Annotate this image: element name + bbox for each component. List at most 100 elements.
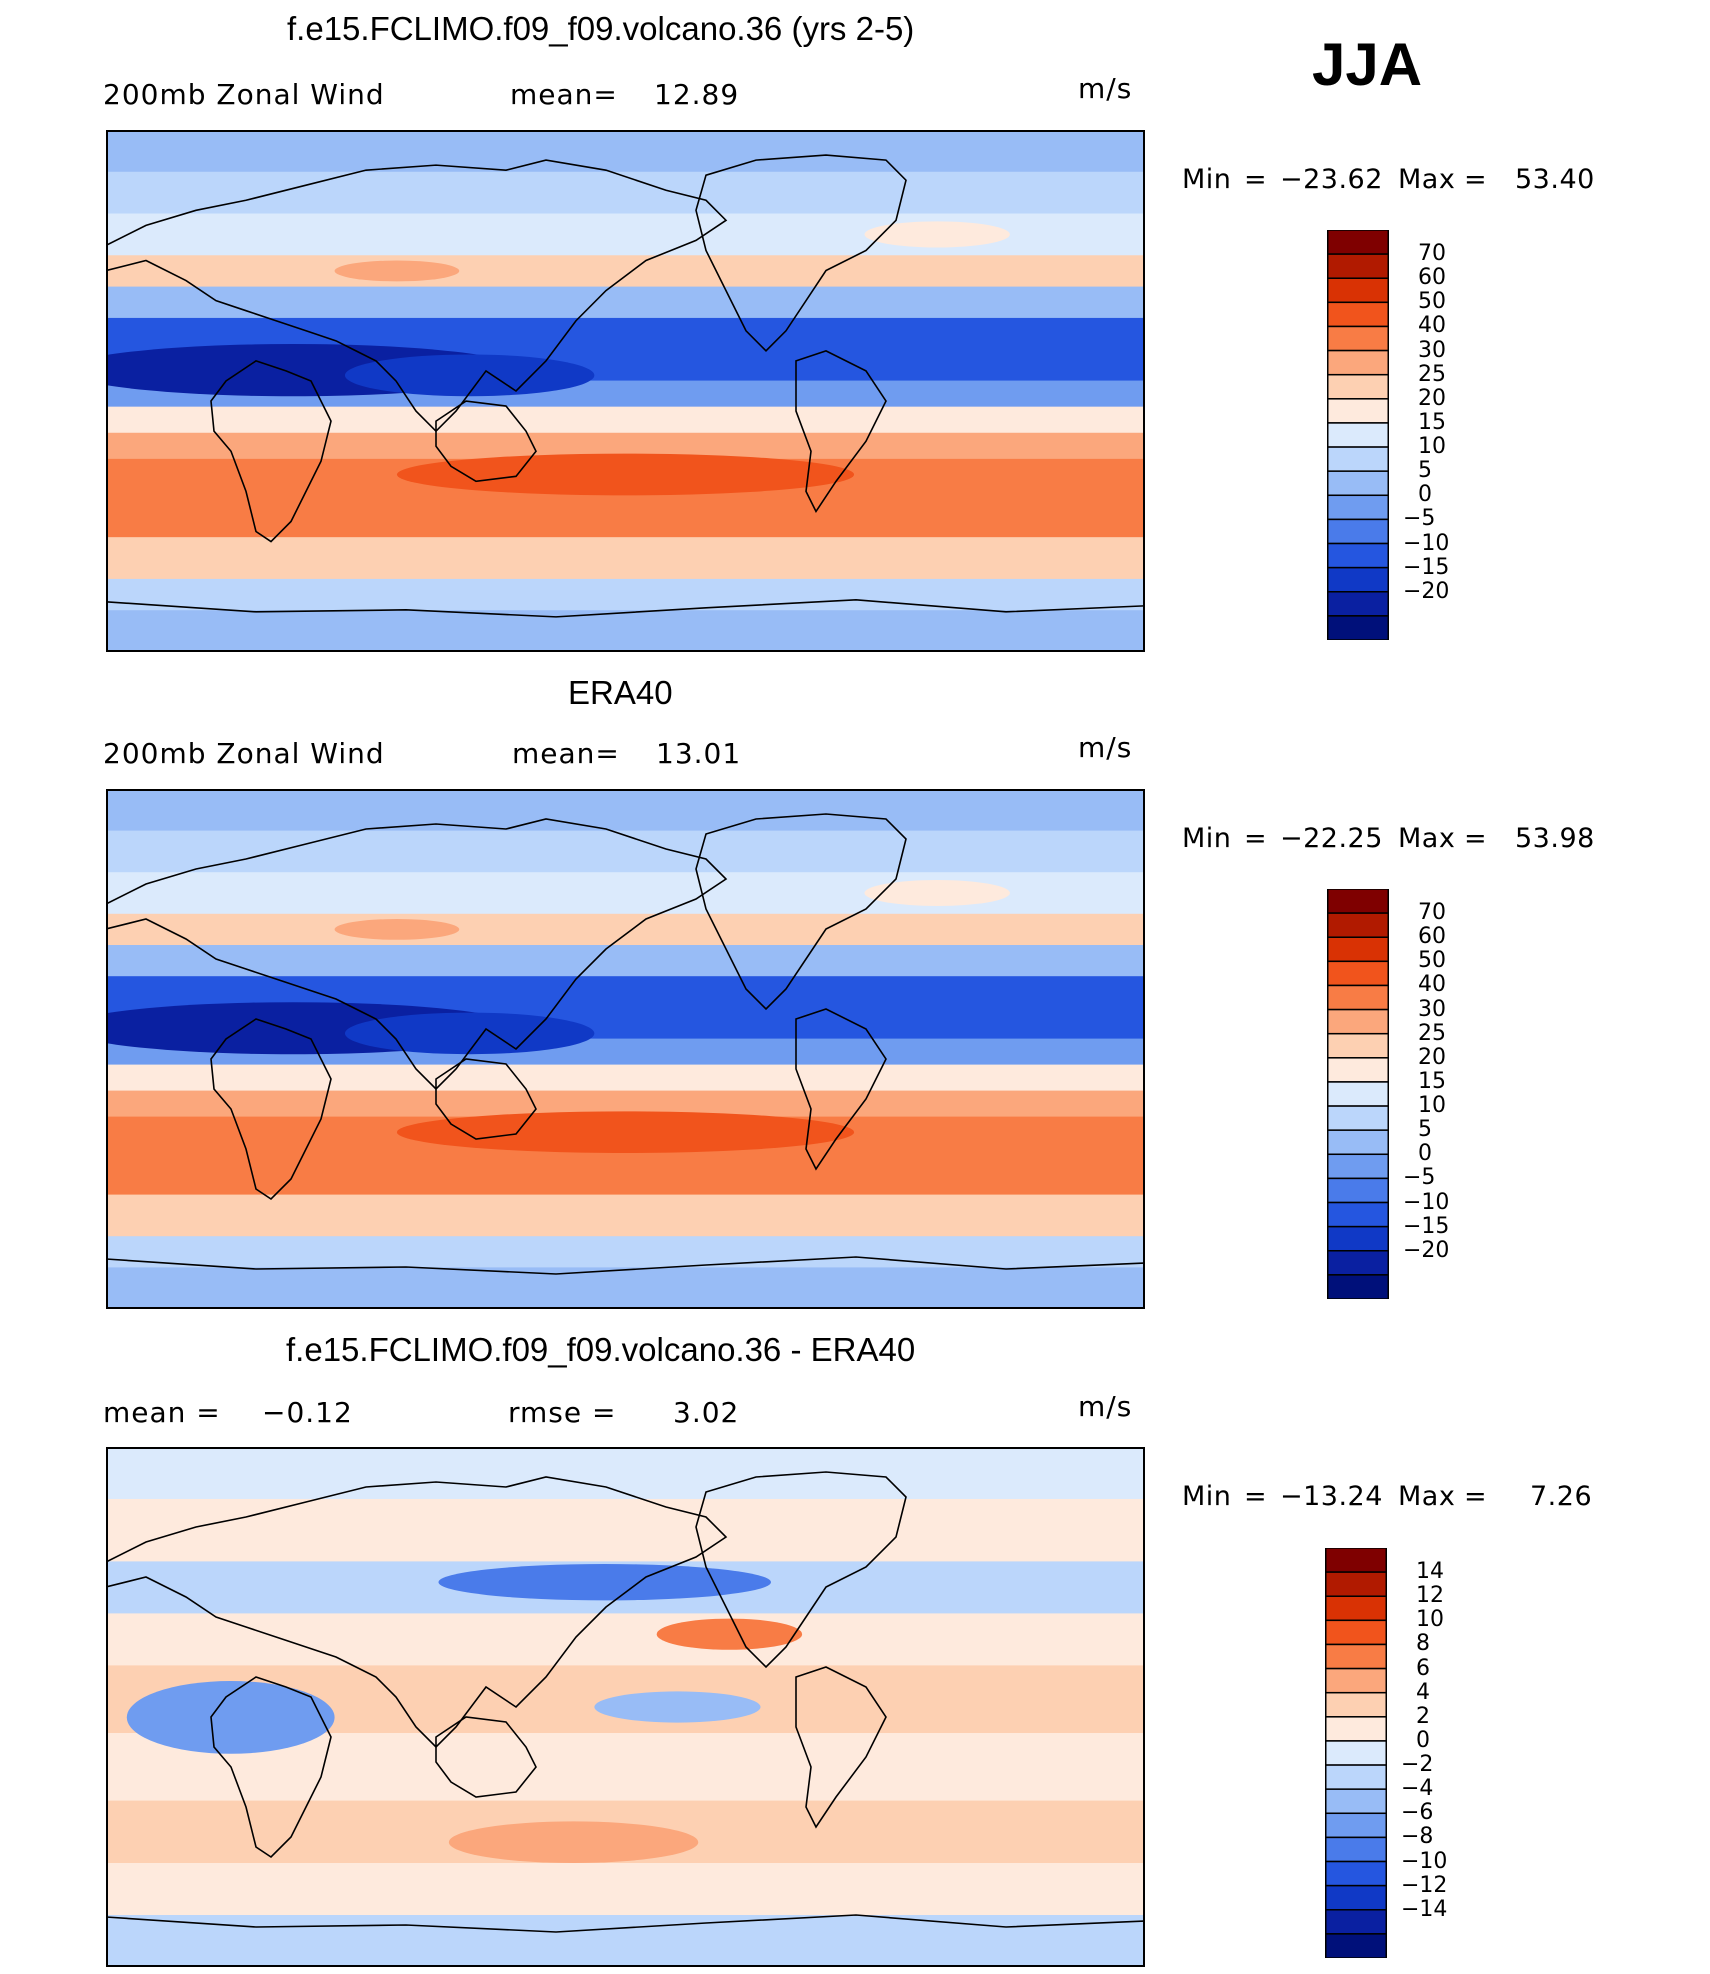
colorbar-tick-label: 15: [1418, 1068, 1446, 1094]
coastline: [106, 1476, 728, 1749]
panel-3-units: m/s: [1078, 1390, 1133, 1423]
coastline: [210, 359, 332, 543]
colorbar-swatch: [1325, 1667, 1387, 1694]
colorbar-swatch: [1327, 1081, 1389, 1107]
panel-1-min-value: −23.62: [1280, 164, 1383, 195]
wind-band: [106, 171, 1145, 215]
colorbar-tick-label: −5: [1403, 1165, 1436, 1191]
colorbar-tick-label: 15: [1418, 409, 1446, 435]
colorbar-tick-label: −6: [1401, 1800, 1434, 1826]
colorbar-swatch: [1325, 1643, 1387, 1670]
colorbar-swatch: [1325, 1740, 1387, 1766]
colorbar-tick-label: 12: [1416, 1583, 1444, 1609]
colorbar-tick-label: 4: [1416, 1679, 1430, 1705]
panel-2-min-eq: =: [1244, 823, 1268, 854]
colorbar-swatch: [1325, 1571, 1387, 1597]
panel-1-max-label: Max: [1398, 164, 1456, 195]
colorbar-tick-label: 30: [1418, 996, 1446, 1022]
colorbar-tick-label: 5: [1418, 458, 1432, 484]
colorbar-tick-label: 70: [1418, 241, 1446, 267]
coastline: [695, 1471, 907, 1669]
colorbar-swatch: [1325, 1909, 1387, 1935]
wind-band: [106, 1447, 1145, 1500]
colorbar-tick-label: −4: [1401, 1776, 1434, 1802]
coastline: [435, 400, 537, 483]
colorbar-tick-label: 0: [1418, 1141, 1432, 1167]
wind-band: [106, 1064, 1145, 1092]
colorbar-swatch: [1325, 1716, 1387, 1742]
panel-3-min-label: Min: [1182, 1481, 1232, 1512]
colorbar-tick-label: −10: [1403, 1189, 1450, 1215]
colorbar-swatch: [1325, 1812, 1387, 1839]
panel-1-mean-label: mean=: [510, 78, 618, 111]
panel-1-variable-label: 200mb Zonal Wind: [103, 78, 385, 111]
colorbar-swatch: [1327, 566, 1389, 593]
wind-band: [106, 1915, 1145, 1967]
colorbar-swatch: [1325, 1884, 1387, 1911]
wind-band: [106, 1613, 1145, 1667]
coastline: [106, 598, 1145, 618]
colorbar-svg: [1327, 229, 1389, 641]
colorbar-tick-label: 40: [1418, 972, 1446, 998]
panel-2-variable-label: 200mb Zonal Wind: [103, 737, 385, 770]
colorbar-swatch: [1327, 1105, 1389, 1131]
wind-band: [106, 913, 1145, 946]
colorbar-tick-label: 10: [1418, 1093, 1446, 1119]
panel-3-max-value: 7.26: [1530, 1481, 1593, 1512]
wind-contour-region: [344, 354, 595, 397]
wind-band: [106, 1236, 1145, 1269]
colorbar-tick-label: 0: [1418, 482, 1432, 508]
coastline: [106, 818, 728, 1091]
colorbar-swatch: [1327, 888, 1389, 914]
coastline: [795, 1008, 887, 1171]
colorbar-swatch: [1327, 446, 1389, 472]
colorbar-svg: [1327, 888, 1389, 1300]
colorbar-tick-label: 0: [1416, 1727, 1430, 1753]
panel-3-mean-label: mean =: [103, 1396, 221, 1429]
colorbar-tick-label: −5: [1403, 506, 1436, 532]
panel-3-min-value: −13.24: [1280, 1481, 1383, 1512]
colorbar-tick-label: 25: [1418, 1020, 1446, 1046]
wind-band: [106, 406, 1145, 434]
colorbar-tick-label: −12: [1401, 1872, 1448, 1898]
colorbar-tick-label: −14: [1401, 1896, 1448, 1922]
panel-2-colorbar: [1327, 888, 1389, 1300]
coastline: [695, 154, 907, 352]
coastline: [106, 1256, 1145, 1275]
wind-band: [106, 578, 1145, 612]
colorbar-tick-label: 70: [1418, 900, 1446, 926]
colorbar-tick-label: −2: [1401, 1752, 1434, 1778]
colorbar-swatch: [1327, 301, 1389, 328]
colorbar-tick-label: −10: [1403, 530, 1450, 556]
colorbar-swatch: [1327, 984, 1389, 1011]
panel-1-title: f.e15.FCLIMO.f09_f09.volcano.36 (yrs 2-5…: [287, 10, 915, 47]
colorbar-swatch: [1325, 1933, 1387, 1959]
colorbar-tick-label: 2: [1416, 1703, 1430, 1729]
colorbar-swatch: [1327, 542, 1389, 569]
colorbar-swatch: [1325, 1547, 1387, 1573]
colorbar-swatch: [1327, 1274, 1389, 1300]
colorbar-swatch: [1327, 1057, 1389, 1083]
coastline: [210, 1676, 332, 1859]
colorbar-swatch: [1327, 1153, 1389, 1180]
map-frame: [106, 1447, 1145, 1967]
colorbar-swatch: [1325, 1764, 1387, 1790]
colorbar-tick-label: 20: [1418, 385, 1446, 411]
wind-band: [106, 1863, 1145, 1916]
colorbar-swatch: [1325, 1595, 1387, 1622]
panel-3-mean-value: −0.12: [262, 1396, 353, 1429]
panel-2-map: [106, 789, 1145, 1309]
wind-contour-region: [864, 221, 1010, 248]
colorbar-tick-label: 10: [1418, 434, 1446, 460]
colorbar-swatch: [1327, 518, 1389, 545]
colorbar-swatch: [1327, 422, 1389, 448]
wind-contour-region: [594, 1691, 761, 1723]
wind-band: [106, 537, 1145, 580]
colorbar-swatch: [1327, 1129, 1389, 1156]
wind-contour-region: [396, 453, 855, 496]
panel-3-colorbar: [1325, 1547, 1387, 1959]
colorbar-tick-label: 6: [1416, 1655, 1430, 1681]
panel-2-mean-value: 13.01: [656, 737, 742, 770]
panel-3-rmse-value: 3.02: [673, 1396, 740, 1429]
season-label: JJA: [1312, 31, 1423, 98]
